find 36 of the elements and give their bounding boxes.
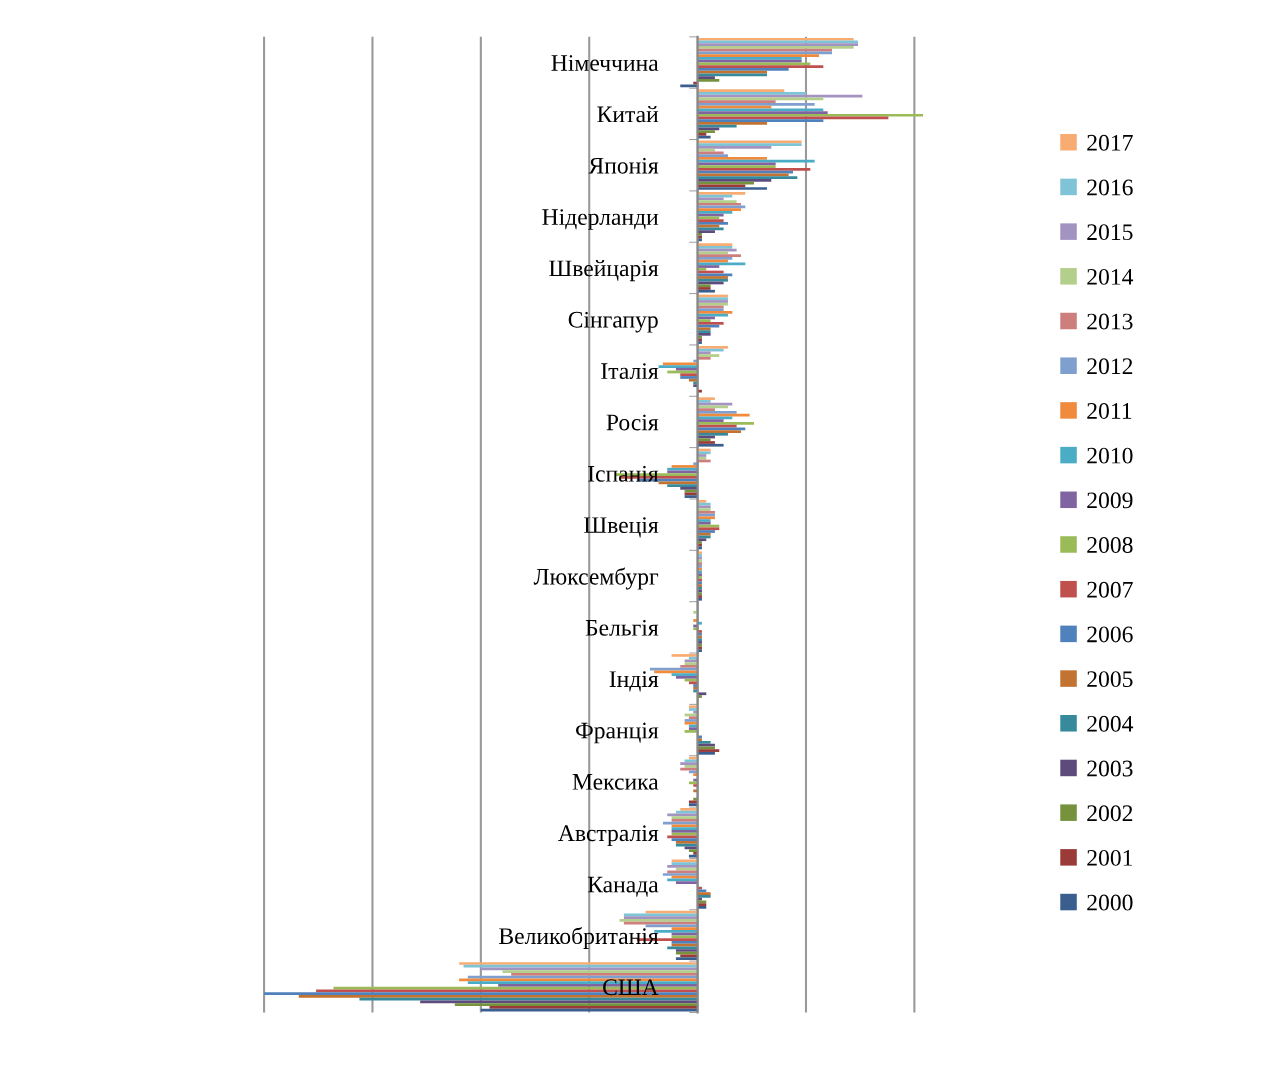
legend-label: 2014 (1087, 268, 1134, 285)
legend-label: 2013 (1087, 313, 1133, 330)
y-tick-label: США (603, 979, 659, 996)
legend-label: 2000 (1087, 894, 1133, 911)
legend-label: 2006 (1087, 626, 1133, 643)
y-tick-label: Росія (606, 414, 659, 431)
legend-label: 2009 (1087, 492, 1133, 509)
y-tick-label: Австралія (558, 825, 659, 846)
legend-label: 2011 (1087, 402, 1132, 419)
y-tick-label: Канада (587, 876, 659, 897)
legend-label: 2017 (1087, 134, 1133, 151)
y-tick-label: Бельгія (585, 619, 659, 636)
legend-label: 2007 (1087, 581, 1133, 598)
y-tick-label: Швейцарія (549, 259, 659, 282)
y-tick-label: Франція (576, 722, 659, 744)
y-tick-label: Люксембург (533, 567, 659, 590)
legend-label: 2008 (1087, 537, 1133, 553)
legend-label: 2003 (1087, 760, 1133, 777)
y-tick-label: Німеччина (551, 55, 659, 71)
y-tick-label: Мексика (572, 774, 659, 790)
legend-label: 2016 (1087, 179, 1133, 196)
legend-label: 2012 (1087, 358, 1133, 375)
legend-label: 2010 (1087, 447, 1133, 464)
y-tick-label: Китай (597, 105, 659, 123)
legend-label: 2005 (1087, 671, 1133, 688)
legend-label: 2001 (1087, 849, 1133, 866)
legend-label: 2015 (1087, 224, 1133, 241)
y-tick-label: Швеція (584, 517, 659, 538)
y-tick-label: Сінгапур (568, 311, 658, 333)
y-tick-label: Великобританія (499, 926, 659, 949)
y-tick-label: Японія (588, 157, 659, 174)
y-tick-label: Італія (601, 363, 659, 380)
legend-label: 2004 (1087, 715, 1134, 732)
legend-label: 2002 (1087, 805, 1133, 822)
y-tick-label: Індія (609, 671, 659, 692)
y-tick-label: Нідерланди (542, 209, 659, 230)
